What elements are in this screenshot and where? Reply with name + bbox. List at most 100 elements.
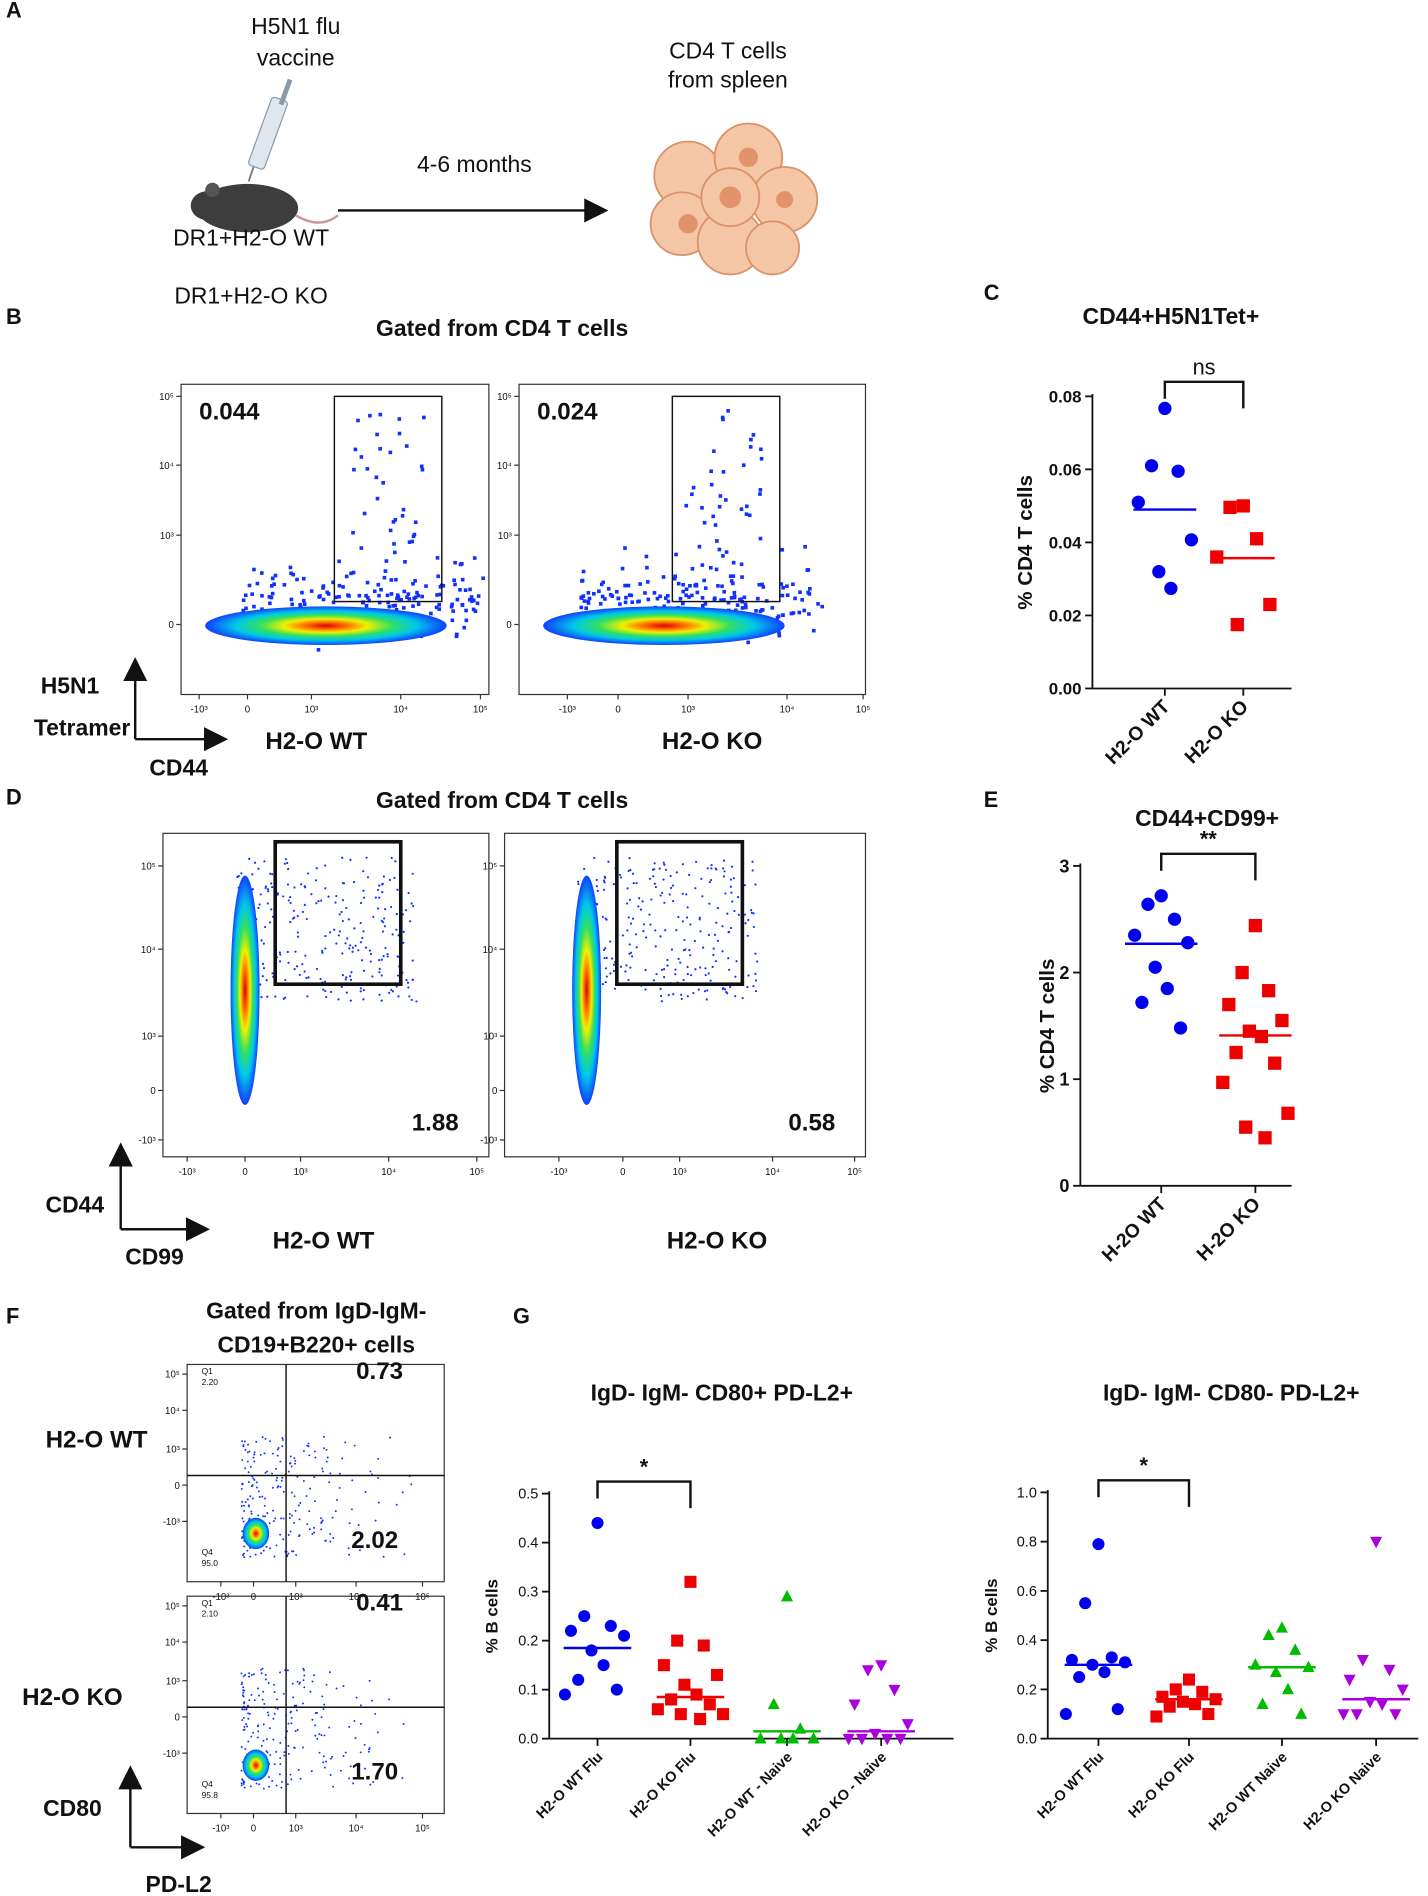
event <box>262 1739 265 1742</box>
event <box>816 602 820 606</box>
x-tick-label: H2-O KO Flu <box>1126 1749 1198 1821</box>
event <box>731 900 734 903</box>
event <box>263 860 266 863</box>
event <box>396 955 399 958</box>
event <box>666 958 669 962</box>
event <box>263 925 267 929</box>
event <box>310 1770 313 1773</box>
event <box>391 520 396 524</box>
event <box>393 876 396 879</box>
event <box>279 1763 282 1766</box>
event <box>335 894 338 898</box>
text: H2-O KO <box>22 1684 123 1711</box>
dot <box>1389 1709 1402 1721</box>
event <box>710 878 713 882</box>
event <box>247 1471 250 1474</box>
text: H2-O WT <box>46 1427 148 1454</box>
event <box>688 873 691 876</box>
event <box>627 916 630 919</box>
event <box>604 947 607 950</box>
event <box>781 613 785 617</box>
y-tick-label: 0 <box>506 620 511 631</box>
event <box>322 1761 325 1764</box>
event <box>315 967 319 971</box>
event <box>376 582 381 587</box>
event <box>261 1495 264 1498</box>
dot <box>604 1619 617 1632</box>
event <box>250 1512 253 1515</box>
event <box>324 989 327 993</box>
event <box>359 1704 362 1707</box>
event <box>316 1737 319 1740</box>
dot <box>1263 597 1277 612</box>
dot <box>1269 1665 1282 1677</box>
event <box>730 891 733 894</box>
event <box>303 1686 306 1689</box>
x-tick-label: 10⁴ <box>765 1167 780 1178</box>
event <box>691 485 696 490</box>
event <box>683 938 686 941</box>
event <box>621 934 624 937</box>
event <box>362 511 367 516</box>
x-tick-label: 10³ <box>673 1167 688 1178</box>
event <box>252 1477 255 1480</box>
event <box>240 1683 243 1686</box>
event <box>303 1669 305 1672</box>
flow-plot: 10⁵ 10⁴ 10³ 0 -10³ -10³ 0 10³ 10⁴ 10⁵ 1.88 <box>139 832 490 1178</box>
density <box>230 875 260 1105</box>
event <box>365 467 370 471</box>
event <box>690 593 694 598</box>
event <box>728 574 733 579</box>
event <box>341 1457 344 1460</box>
event <box>267 890 270 893</box>
event <box>313 1450 316 1453</box>
event <box>275 1467 278 1470</box>
event <box>280 1780 283 1783</box>
event <box>326 1456 329 1459</box>
event <box>242 1783 245 1785</box>
event <box>714 960 717 963</box>
event <box>732 877 735 880</box>
dot <box>1098 1666 1111 1679</box>
event <box>301 576 306 581</box>
event <box>464 618 469 623</box>
dot <box>888 1684 901 1697</box>
event <box>673 574 678 579</box>
dot <box>597 1659 610 1672</box>
event <box>356 418 360 423</box>
event <box>748 445 753 449</box>
quadrant-value: 2.10 <box>202 1609 219 1619</box>
event <box>268 1776 270 1779</box>
event <box>300 883 303 886</box>
event <box>320 899 323 902</box>
event <box>290 1514 293 1517</box>
event <box>382 954 385 958</box>
event <box>723 870 726 873</box>
event <box>601 915 604 918</box>
x-tick-label: 10³ <box>304 705 319 716</box>
event <box>731 560 736 565</box>
event <box>685 893 688 896</box>
event <box>649 923 652 926</box>
event <box>603 597 607 601</box>
event <box>660 994 663 998</box>
event <box>717 504 722 509</box>
event <box>320 1520 323 1523</box>
event <box>260 1744 263 1747</box>
panel-label: C <box>984 280 1000 305</box>
event <box>276 892 279 895</box>
event <box>467 597 472 602</box>
event <box>605 956 608 960</box>
event <box>397 995 400 998</box>
event <box>268 1785 271 1788</box>
event <box>302 1746 304 1749</box>
event <box>731 581 735 586</box>
event <box>458 587 462 592</box>
event <box>337 583 342 588</box>
event <box>264 1678 267 1681</box>
x-tick-label: -10³ <box>550 1167 568 1178</box>
event <box>294 1730 297 1733</box>
event <box>438 592 443 597</box>
event <box>586 590 591 595</box>
y-tick-label: 10⁵ <box>483 862 498 873</box>
